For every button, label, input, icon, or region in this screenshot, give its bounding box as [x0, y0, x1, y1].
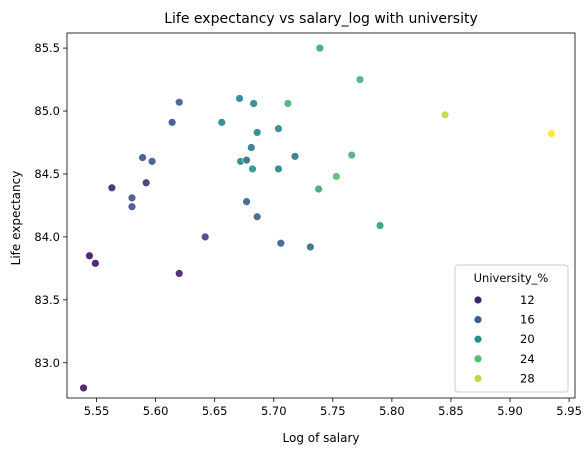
y-axis-label: Life expectancy [9, 171, 23, 266]
chart-title: Life expectancy vs salary_log with unive… [164, 11, 478, 27]
data-point [249, 99, 258, 108]
data-point [315, 43, 325, 53]
y-tick-label: 83.0 [34, 356, 60, 370]
data-point [242, 197, 251, 206]
data-point [306, 242, 315, 252]
data-point [314, 184, 323, 194]
data-point [167, 118, 177, 127]
legend-marker [473, 295, 483, 305]
data-point [247, 143, 256, 152]
x-axis-label: Log of salary [283, 431, 360, 445]
data-point [79, 383, 88, 393]
legend-label: 12 [520, 293, 535, 307]
data-point [547, 129, 556, 138]
legend-label: 20 [520, 332, 535, 346]
data-point [91, 259, 100, 268]
data-point [242, 155, 251, 165]
y-tick-label: 85.5 [34, 41, 60, 55]
data-point [274, 124, 283, 133]
x-tick-label: 5.95 [556, 404, 582, 418]
data-point [127, 202, 137, 211]
data-point [253, 212, 262, 221]
data-point [85, 251, 94, 260]
data-point [107, 183, 117, 193]
data-point [283, 99, 293, 108]
x-tick-label: 5.60 [143, 404, 169, 418]
y-tick-label: 83.5 [34, 293, 60, 307]
y-tick-label: 84.5 [34, 167, 60, 181]
legend-label: 16 [520, 313, 535, 327]
legend-title: University_% [474, 271, 549, 285]
data-point [248, 164, 257, 174]
data-point [332, 172, 341, 181]
data-points [79, 43, 556, 393]
data-point [141, 178, 151, 187]
legend-marker [473, 315, 483, 324]
x-tick-label: 5.80 [379, 404, 405, 418]
legend-marker [473, 354, 483, 363]
data-point [138, 153, 147, 162]
x-tick-label: 5.90 [497, 404, 523, 418]
data-point [355, 75, 365, 84]
legend: University_% 12 16 20 24 28 [454, 264, 569, 393]
x-tick-label: 5.70 [261, 404, 287, 418]
x-tick-label: 5.75 [320, 404, 346, 418]
data-point [375, 221, 385, 230]
legend-entries: 12 16 20 24 28 [473, 293, 535, 385]
legend-box [454, 264, 569, 393]
data-point [440, 110, 450, 120]
x-tick-label: 5.85 [438, 404, 464, 418]
data-point [217, 118, 226, 127]
y-tick-label: 84.0 [34, 230, 60, 244]
data-point [175, 98, 184, 107]
legend-label: 24 [520, 352, 535, 366]
x-tick-label: 5.65 [202, 404, 228, 418]
data-point [290, 152, 300, 161]
data-point [201, 232, 210, 242]
data-point [175, 269, 184, 278]
y-tick-label: 85.0 [34, 104, 60, 118]
legend-marker [473, 374, 483, 383]
axis-ticks: 5.55 5.60 5.65 5.70 5.75 5.80 5.85 5.90 5.95 83.0… [34, 41, 582, 418]
legend-label: 28 [520, 371, 535, 385]
data-point [274, 164, 283, 174]
data-point [347, 150, 356, 160]
data-point [253, 128, 262, 137]
x-tick-label: 5.55 [84, 404, 110, 418]
plot-frame [66, 32, 576, 399]
legend-marker [473, 335, 483, 344]
data-point [147, 157, 157, 166]
data-point [235, 94, 244, 103]
data-point [276, 238, 286, 248]
data-point [127, 193, 137, 203]
